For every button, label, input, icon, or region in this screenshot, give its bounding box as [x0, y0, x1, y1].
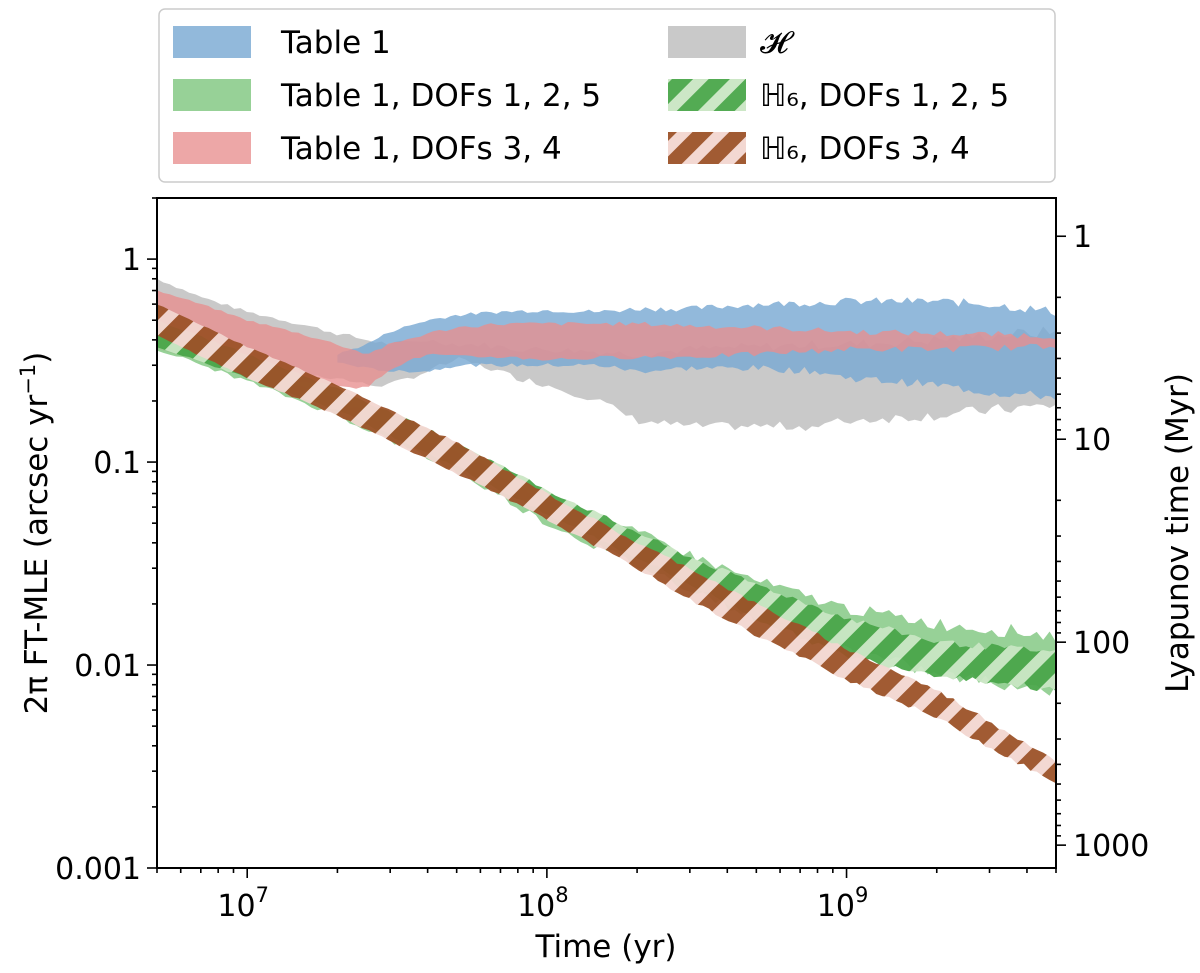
legend-label-table1_125: Table 1, DOFs 1, 2, 5 — [280, 78, 601, 114]
y-tick-label: 0.01 — [74, 649, 141, 684]
x-axis: 107 108 109 — [156, 868, 1057, 924]
legend-frame — [158, 8, 1056, 183]
legend-swatch-h6_125 — [668, 79, 746, 111]
x-tick-label: 107 — [217, 883, 269, 924]
plot-area: 107 108 109 1 0.1 0.01 0.001 1 10 100 1000 — [55, 197, 1149, 924]
y-axis-label-exponent: −1 — [16, 364, 40, 395]
series-band-table1_34 — [157, 290, 1056, 389]
plot-frame — [156, 197, 1057, 869]
legend-label-table1_34: Table 1, DOFs 3, 4 — [280, 131, 562, 167]
y-right-tick-label: 1 — [1073, 220, 1092, 255]
legend-swatch-table1_34 — [173, 132, 251, 164]
legend-swatch-table1_125 — [173, 79, 251, 111]
y-axis-label: 2π FT-MLE (arcsec yr−1) — [16, 352, 55, 715]
y-tick-label: 1 — [122, 243, 141, 278]
y-right-tick-label: 1000 — [1073, 829, 1149, 864]
y-tick-label: 0.1 — [93, 446, 141, 481]
legend-swatch-h6_34 — [668, 132, 746, 164]
legend-label-h6_125: ℍ₆, DOFs 1, 2, 5 — [760, 78, 1009, 114]
x-axis-label: Time (yr) — [535, 929, 677, 965]
x-tick-label: 109 — [817, 883, 869, 924]
y-right-tick-label: 10 — [1073, 423, 1111, 458]
y-axis-left: 1 0.1 0.01 0.001 — [55, 197, 157, 887]
y-axis-right: 1 10 100 1000 — [1056, 220, 1149, 864]
y-axis-label-text: 2π FT-MLE (arcsec yr — [19, 394, 55, 714]
legend-label-h6_34: ℍ₆, DOFs 3, 4 — [760, 131, 970, 167]
legend-label-table1: Table 1 — [280, 25, 391, 61]
y-axis-right-label: Lyapunov time (Myr) — [1160, 373, 1196, 693]
legend-swatch-hcal — [668, 26, 746, 58]
legend-swatch-table1 — [173, 26, 251, 58]
y-tick-label: 0.001 — [55, 852, 141, 887]
y-right-tick-label: 100 — [1073, 626, 1130, 661]
y-axis-label-close: ) — [19, 352, 55, 364]
series-band-h6_34 — [157, 304, 1056, 784]
x-tick-label: 108 — [517, 883, 569, 924]
